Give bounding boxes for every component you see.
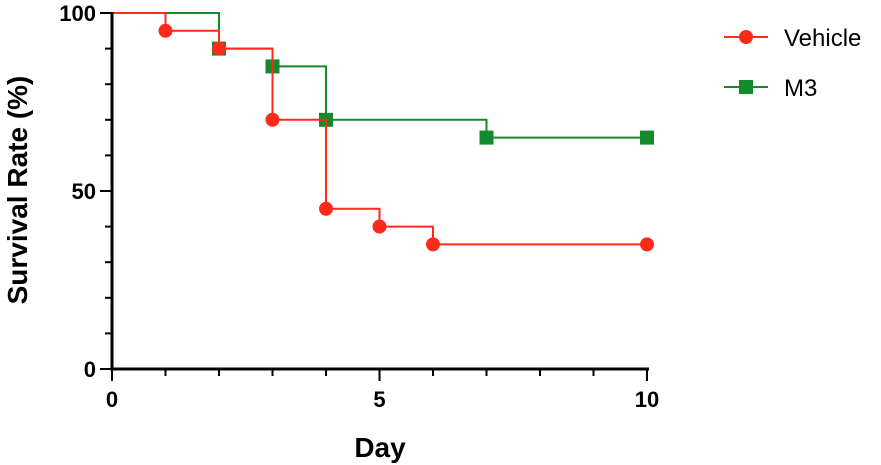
plot-area (112, 12, 654, 252)
x-tick-label: 5 (373, 387, 385, 412)
legend-item-m3: M3 (724, 75, 817, 102)
m3-point (640, 130, 654, 145)
vehicle-point (212, 41, 226, 56)
y-tick-label: 50 (72, 179, 96, 204)
vehicle-step-line (112, 12, 647, 246)
legend-swatch-marker (739, 30, 753, 44)
vehicle-point (158, 23, 173, 38)
x-tick-label: 0 (106, 387, 118, 412)
legend-label: M3 (784, 75, 817, 102)
series-m3 (112, 12, 654, 145)
x-axis-title: Day (354, 432, 406, 463)
legend-swatch-marker (739, 80, 753, 94)
vehicle-point (640, 237, 654, 252)
vehicle-point (426, 237, 440, 252)
legend-item-vehicle: Vehicle (724, 25, 861, 52)
vehicle-point (265, 112, 280, 127)
y-tick-label: 0 (84, 357, 96, 382)
vehicle-point (372, 219, 387, 234)
vehicle-point (319, 201, 333, 216)
series-vehicle (112, 12, 654, 252)
x-axis: 0 5 10 (106, 367, 659, 412)
legend: Vehicle M3 (724, 25, 861, 102)
y-axis: 0 50 100 (59, 1, 114, 382)
m3-point (479, 130, 494, 145)
y-axis-title: Survival Rate (%) (2, 76, 33, 305)
legend-label: Vehicle (784, 25, 861, 52)
y-tick-label: 100 (59, 1, 96, 26)
x-tick-label: 10 (635, 387, 659, 412)
